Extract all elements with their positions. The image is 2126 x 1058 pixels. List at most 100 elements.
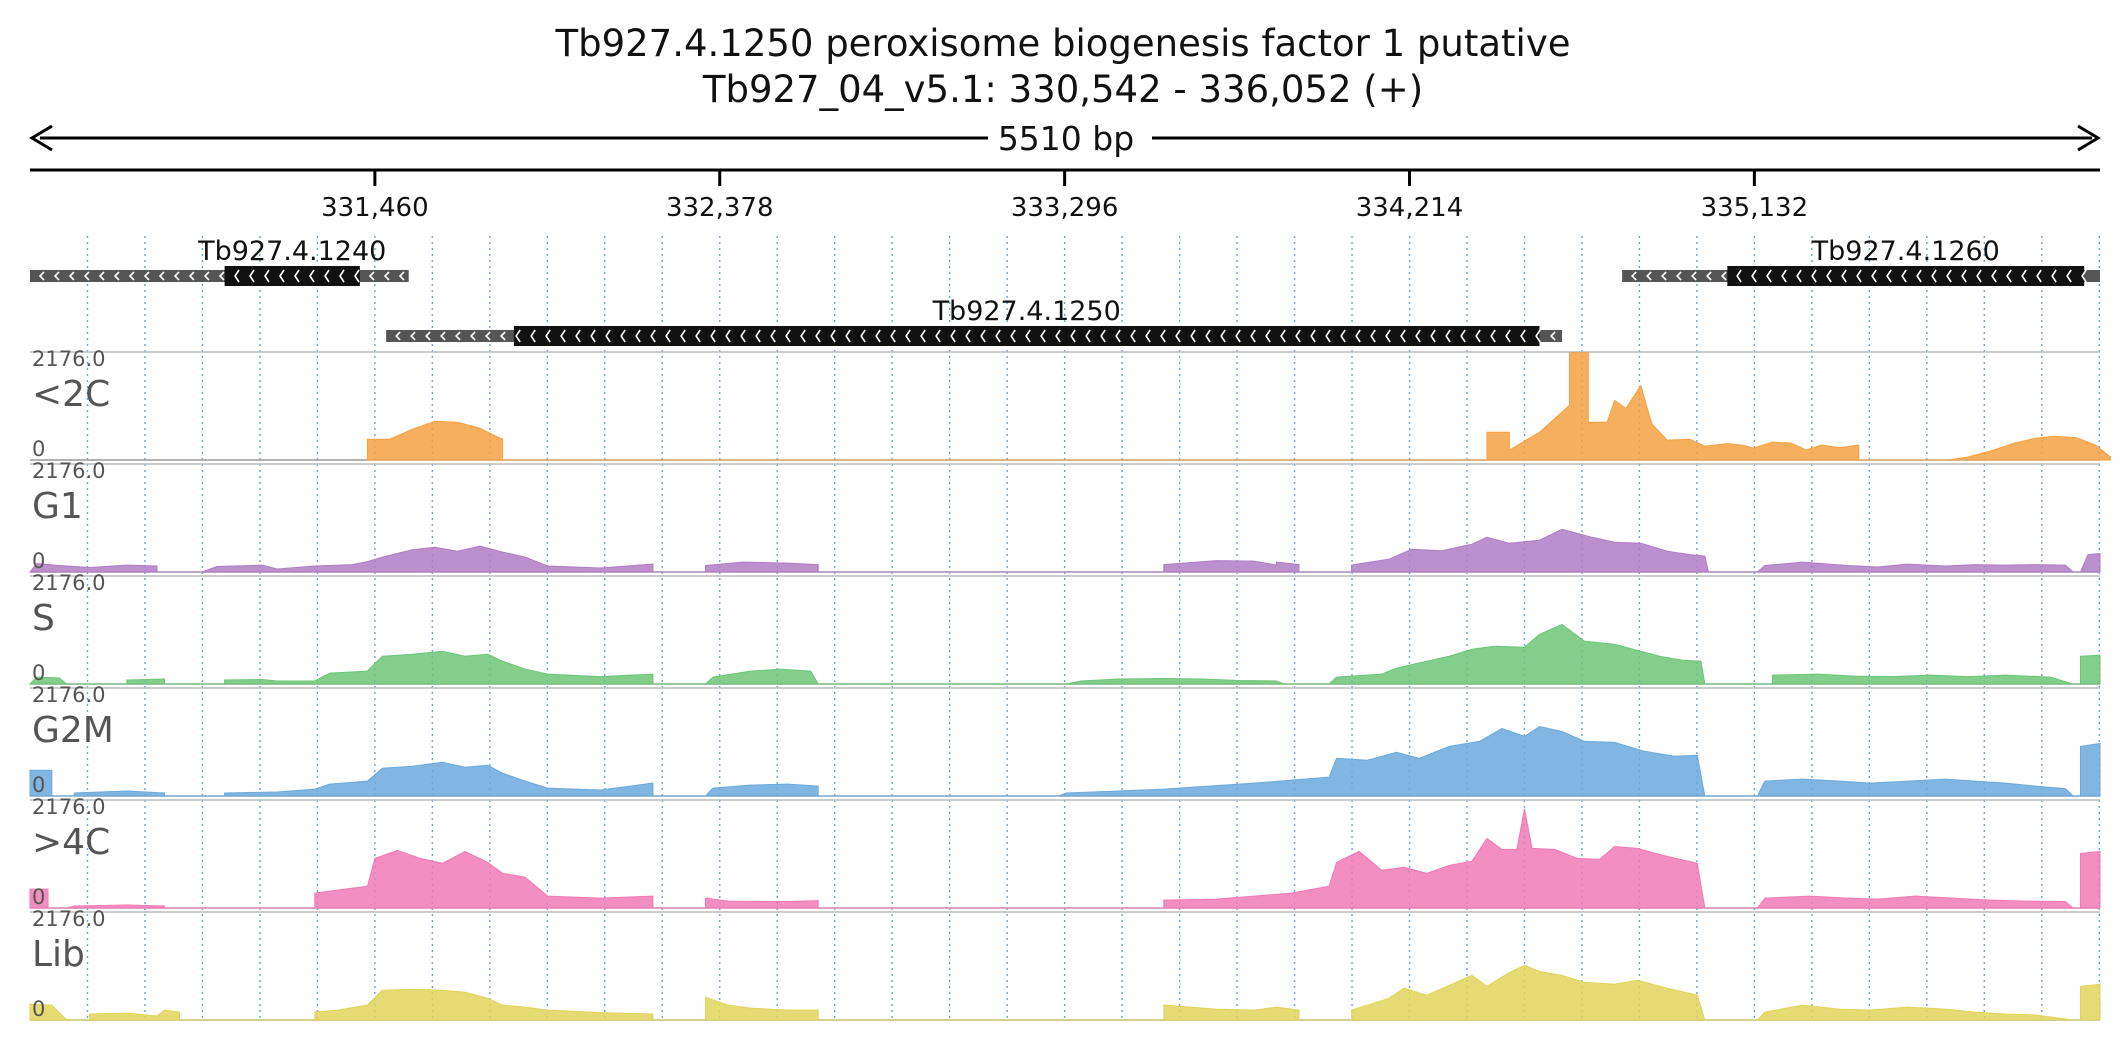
strand-arrow-icon [128, 271, 135, 281]
track-ymin-label: 0 [32, 773, 45, 797]
strand-arrow-icon [1535, 329, 1541, 343]
strand-arrow-icon [710, 329, 716, 343]
strand-arrow-icon [1661, 271, 1667, 281]
track-name: G1 [32, 486, 83, 527]
strand-arrow-icon [294, 269, 300, 283]
strand-arrow-icon [1856, 269, 1862, 283]
strand-arrow-icon [1931, 269, 1937, 283]
strand-arrow-icon [1235, 329, 1241, 343]
strand-arrow-icon [440, 331, 446, 341]
strand-arrow-icon [309, 269, 315, 283]
coverage-area [29, 808, 2101, 909]
strand-arrow-icon [935, 329, 941, 343]
strand-arrow-icon [905, 329, 911, 343]
track-name: >4C [32, 822, 110, 863]
track-ymax-label: 2176.0 [32, 347, 105, 371]
coverage-tracks: 2176.0<2C02176.0G102176.0S02176.0G2M0217… [28, 347, 2111, 1021]
strand-arrow-icon [470, 331, 476, 341]
strand-arrow-icon [1130, 329, 1136, 343]
strand-arrow-icon [1265, 329, 1271, 343]
coverage-track: 2176.0 G2M 0 [29, 683, 2101, 797]
strand-arrow-icon [1460, 329, 1466, 343]
strand-arrow-icon [83, 271, 90, 281]
strand-arrow-icon [1991, 269, 1997, 283]
strand-arrow-icon [1676, 271, 1682, 281]
strand-arrow-icon [158, 271, 165, 281]
track-name: <2C [32, 374, 110, 415]
strand-arrow-icon [650, 329, 656, 343]
strand-arrow-icon [1841, 269, 1847, 283]
strand-arrow-icon [1415, 329, 1421, 343]
strand-arrow-icon [1310, 329, 1316, 343]
grid-lines [86, 236, 2100, 1020]
strand-arrow-icon [354, 269, 360, 283]
strand-arrow-icon [2081, 269, 2087, 283]
track-name: G2M [32, 710, 114, 751]
strand-arrow-icon [545, 329, 551, 343]
strand-arrow-icon [740, 329, 746, 343]
track-ymax-label: 2176.0 [32, 907, 105, 931]
strand-arrow-icon [725, 329, 731, 343]
strand-arrow-icon [249, 269, 255, 283]
strand-arrow-icon [1010, 329, 1016, 343]
gene-track: Tb927.4.1240 Tb927.4.1250 Tb927.4.1260 [30, 236, 2100, 346]
strand-arrow-icon [1070, 329, 1076, 343]
strand-arrow-icon [279, 269, 285, 283]
strand-arrow-icon [575, 329, 581, 343]
strand-arrow-icon [1295, 329, 1301, 343]
strand-arrow-icon [410, 331, 416, 341]
gene-cds [224, 266, 360, 286]
strand-arrow-icon [965, 329, 971, 343]
strand-arrow-icon [1490, 329, 1496, 343]
strand-arrow-icon [1025, 329, 1031, 343]
track-ymax-label: 2176.0 [32, 683, 105, 707]
strand-arrow-icon [398, 271, 405, 281]
strand-arrow-icon [1400, 329, 1406, 343]
x-tick-label: 333,296 [1011, 193, 1119, 223]
strand-arrow-icon [2066, 269, 2072, 283]
gene-feature: Tb927.4.1260 [1622, 236, 2100, 286]
strand-arrow-icon [1175, 329, 1181, 343]
strand-arrow-icon [1811, 269, 1817, 283]
x-tick-label: 332,378 [666, 193, 774, 223]
coverage-track: 2176.0 >4C 0 [29, 795, 2101, 909]
gene-label: Tb927.4.1260 [1811, 236, 2000, 267]
strand-arrow-icon [1706, 271, 1712, 281]
strand-arrow-icon [1370, 329, 1376, 343]
strand-arrow-icon [1505, 329, 1511, 343]
strand-arrow-icon [1475, 329, 1481, 343]
chart-title: Tb927.4.1250 peroxisome biogenesis facto… [555, 22, 1571, 65]
coverage-track: 2176.0 S 0 [28, 571, 2101, 685]
strand-arrow-icon [890, 329, 896, 343]
strand-arrow-icon [1355, 329, 1361, 343]
x-tick-label: 335,132 [1701, 193, 1809, 223]
span-label: 5510 bp [998, 119, 1134, 158]
strand-arrow-icon [368, 271, 375, 281]
strand-arrow-icon [1115, 329, 1121, 343]
strand-arrow-icon [1976, 269, 1982, 283]
strand-arrow-icon [1055, 329, 1061, 343]
strand-arrow-icon [1901, 269, 1907, 283]
strand-arrow-icon [1280, 329, 1286, 343]
strand-arrow-icon [203, 271, 210, 281]
strand-arrow-icon [2051, 269, 2057, 283]
strand-arrow-icon [113, 271, 120, 281]
x-tick-label: 334,214 [1356, 193, 1464, 223]
track-ymin-label: 0 [32, 885, 45, 909]
strand-arrow-icon [1040, 329, 1046, 343]
x-tick-label: 331,460 [321, 193, 429, 223]
strand-arrow-icon [425, 331, 431, 341]
strand-arrow-icon [98, 271, 105, 281]
gene-label: Tb927.4.1240 [197, 236, 386, 267]
strand-arrow-icon [1781, 269, 1787, 283]
strand-arrow-icon [173, 271, 180, 281]
strand-arrow-icon [500, 331, 506, 341]
strand-arrow-icon [785, 329, 791, 343]
strand-arrow-icon [830, 329, 836, 343]
strand-arrow-icon [530, 329, 536, 343]
strand-arrow-icon [1385, 329, 1391, 343]
gene-feature: Tb927.4.1250 [386, 296, 1563, 346]
strand-arrow-icon [1520, 329, 1526, 343]
strand-arrow-icon [1220, 329, 1226, 343]
